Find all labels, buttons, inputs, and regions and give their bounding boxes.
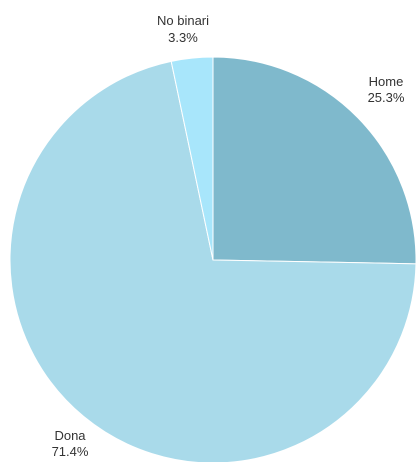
pie-slice-dona [9,60,416,462]
slice-label-no-binari: No binari [157,13,209,28]
pie-slice-home [212,56,416,265]
slice-value-label-dona: 71.4% [52,444,89,459]
slice-label-dona: Dona [54,428,86,443]
pie-slice-no-binari [170,56,214,261]
slice-value-label-no-binari: 3.3% [168,30,198,45]
slice-label-home: Home [369,74,404,89]
slice-value-label-home: 25.3% [368,90,405,105]
